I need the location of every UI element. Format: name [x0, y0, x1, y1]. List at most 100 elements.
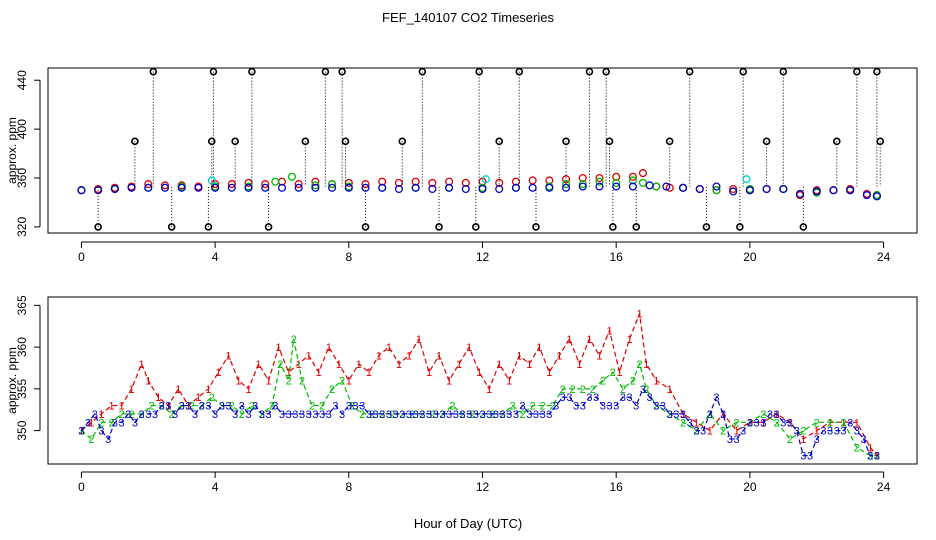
point-label: 3: [720, 409, 726, 421]
point-label: 3: [860, 434, 866, 446]
data-point: [461, 184, 470, 194]
point-label: 3: [132, 417, 138, 429]
point-label: 1: [356, 359, 362, 371]
y-tick-label: 320: [15, 217, 29, 237]
point-label: 1: [175, 384, 181, 396]
point-label: 1: [546, 367, 552, 379]
point-label: 3: [533, 409, 539, 421]
point-label: 2: [570, 384, 576, 396]
data-point: [652, 182, 661, 191]
ylabel-bottom: approx. ppm: [5, 347, 19, 414]
point-label: 3: [874, 451, 880, 463]
point-label: 3: [580, 401, 586, 413]
point-label: 3: [78, 426, 84, 438]
data-point: [77, 186, 86, 195]
flag-point: [832, 137, 841, 146]
point-label: 2: [479, 409, 485, 421]
data-point: [812, 187, 821, 196]
point-label: 2: [128, 409, 134, 421]
point-label: 1: [98, 409, 104, 421]
flag-point: [94, 223, 102, 231]
point-label: 1: [78, 426, 84, 438]
point-label: 1: [376, 350, 382, 362]
data-point: [712, 182, 721, 191]
data-point: [211, 183, 220, 192]
data-point: [562, 183, 571, 192]
point-label: 3: [820, 426, 826, 438]
point-label: 2: [299, 376, 305, 388]
series-flag: [94, 67, 885, 231]
point-label: 3: [854, 426, 860, 438]
data-point: [595, 173, 604, 183]
point-label: 3: [553, 401, 559, 413]
flag-point: [762, 137, 771, 146]
point-label: 2: [630, 376, 636, 388]
data-point: [294, 180, 303, 189]
y-tick-label: 355: [15, 379, 29, 399]
series-3: [77, 181, 881, 201]
point-label: 1: [556, 350, 562, 362]
point-label: 3: [399, 409, 405, 421]
point-label: 3: [372, 409, 378, 421]
point-label: 1: [446, 376, 452, 388]
data-point: [628, 176, 637, 185]
data-point: [394, 178, 403, 187]
flag-point: [605, 137, 614, 146]
point-label: 2: [419, 409, 425, 421]
flag-point: [876, 137, 885, 146]
point-label: 3: [667, 409, 673, 421]
point-label: 3: [446, 409, 452, 421]
point-label: 3: [118, 417, 124, 429]
point-label: 3: [700, 426, 706, 438]
point-label: 2: [520, 409, 526, 421]
series-line: [81, 338, 877, 457]
point-label: 2: [329, 384, 335, 396]
data-point: [528, 176, 537, 185]
point-label: 1: [215, 367, 221, 379]
data-point: [745, 186, 754, 195]
point-label: 3: [205, 401, 211, 413]
point-label: 1: [326, 342, 332, 354]
y-tick-label: 400: [15, 119, 29, 139]
data-point: [578, 173, 587, 183]
point-label: 1: [336, 359, 342, 371]
point-label: 3: [112, 417, 118, 429]
point-label: 3: [299, 409, 305, 421]
data-point: [872, 192, 881, 201]
point-label: 1: [653, 376, 659, 388]
data-point: [595, 177, 604, 186]
point-label: 3: [546, 409, 552, 421]
point-label: 1: [586, 334, 592, 346]
data-point: [712, 186, 721, 195]
data-point: [344, 178, 353, 187]
point-label: 2: [560, 384, 566, 396]
point-label: 1: [707, 426, 713, 438]
x-tick-label: 16: [610, 480, 624, 494]
data-point: [311, 177, 320, 186]
point-label: 1: [466, 342, 472, 354]
point-label: 3: [660, 401, 666, 413]
point-label: 1: [720, 409, 726, 421]
flag-point: [209, 67, 218, 76]
flag-point: [475, 67, 483, 76]
flag-point: [532, 223, 540, 231]
point-label: 3: [366, 409, 372, 421]
point-label: 2: [600, 376, 606, 388]
series-cyan: [207, 175, 751, 185]
flag-point: [779, 67, 788, 76]
point-label: 3: [272, 401, 278, 413]
data-point: [294, 183, 303, 192]
data-point: [144, 180, 153, 189]
point-label: 2: [840, 417, 846, 429]
point-label: 1: [854, 417, 860, 429]
flag-point: [341, 137, 350, 146]
data-point: [628, 172, 637, 181]
point-label: 1: [787, 417, 793, 429]
point-label: 3: [259, 409, 265, 421]
point-label: 3: [319, 409, 325, 421]
point-label: 2: [620, 384, 626, 396]
flag-point: [853, 67, 861, 76]
data-point: [110, 184, 119, 194]
